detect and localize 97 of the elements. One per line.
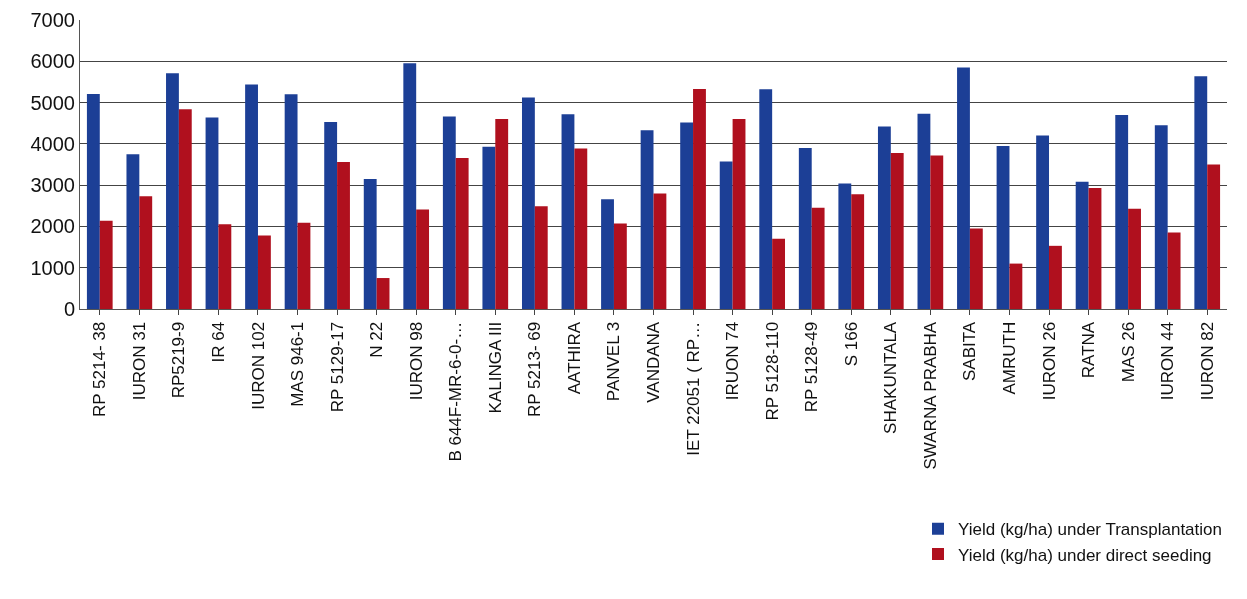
bar [376,278,390,309]
bar [1167,232,1181,309]
bar [693,88,706,309]
y-tick-label: 2000 [30,215,75,238]
bar [534,206,548,309]
bar [1128,208,1141,309]
bar [297,222,311,309]
bar [640,130,654,309]
x-tick-label: IURON 98 [406,321,426,401]
x-tick-label: RP 5129-17 [327,321,347,413]
legend-label: Yield (kg/ha) under Transplantation [958,520,1222,540]
x-tick-label: IR 64 [208,321,228,363]
bar [245,84,258,309]
bar [178,109,192,309]
y-tick-label: 1000 [30,256,75,279]
bar [969,228,983,309]
bar [653,193,667,309]
x-tick-label: RP 5213- 69 [525,321,545,417]
bar [363,178,377,309]
y-tick-label: 3000 [30,174,75,197]
bar [218,224,232,309]
bar [851,194,865,309]
bar [521,97,535,309]
x-tick-label: IURON 26 [1039,321,1059,401]
x-tick-label: B 644F-MR-6-0-… [446,321,466,462]
x-tick-label: RP 5128-110 [762,321,782,421]
bar [561,114,575,309]
bar [482,146,496,309]
x-tick-label: VANDANA [644,321,664,403]
bar [139,196,153,309]
bar [1049,245,1062,309]
x-tick-label: AMRUTH [999,321,1019,395]
bar [495,119,509,309]
bar [324,121,338,309]
x-tick-label: IET 22051 ( RP… [683,321,703,456]
bar [996,145,1010,309]
x-tick-label: N 22 [367,321,387,358]
x-tick-label: MAS 946-1 [288,321,308,407]
bar [811,207,825,309]
y-tick-label: 7000 [30,9,75,31]
bar [1207,164,1221,309]
bar [403,63,417,309]
bar [601,199,614,309]
y-tick-label: 0 [63,298,75,320]
y-tick-label: 5000 [30,91,75,114]
bar [1194,76,1208,309]
bar [719,161,733,309]
bar [732,119,746,309]
bar [1088,188,1102,309]
bar [126,154,140,309]
x-tick-label: RP 5128-49 [802,321,822,413]
bar [257,235,271,309]
bar [957,67,970,309]
bar [205,117,219,309]
bar [166,73,179,309]
x-tick-label: IURON 82 [1197,321,1217,401]
x-tick-label: IURON 102 [248,321,268,410]
bar [455,157,469,309]
x-tick-label: RP5219-9 [169,321,189,399]
x-tick-label: IRUON 74 [723,321,743,401]
bar [680,122,694,309]
x-tick-label: AATHIRA [564,321,584,395]
bar [877,126,891,309]
bar [798,147,812,309]
bar [1075,181,1089,309]
bar [838,183,852,309]
bar [759,89,773,309]
bar [890,152,904,309]
x-tick-label: KALINGA III [485,321,505,414]
bar [86,93,100,309]
bar [284,94,298,309]
legend-label: Yield (kg/ha) under direct seeding [958,545,1212,565]
x-tick-label: S 166 [841,321,861,367]
x-tick-label: IURON 31 [129,321,149,401]
bar [337,162,350,309]
x-tick-label: RP 5214- 38 [90,321,110,417]
bar [1036,135,1050,309]
x-tick-label: IURON 44 [1158,321,1178,401]
bar [99,220,113,309]
bar [1009,263,1023,309]
x-tick-label: RATNA [1079,321,1099,379]
bar [1154,125,1168,309]
y-tick-label: 6000 [30,50,75,73]
bar [442,116,456,309]
bar [917,113,931,309]
x-tick-label: MAS 26 [1118,321,1138,383]
bar [613,223,627,309]
x-tick-label: SHAKUNTALA [881,321,901,434]
bar [772,238,786,309]
bar [416,209,430,309]
x-tick-label: PANVEL 3 [604,321,624,402]
bar [574,148,588,309]
y-tick-label: 4000 [30,132,75,155]
bar [1115,114,1129,309]
x-tick-label: SWARNA PRABHA [920,321,940,470]
x-tick-label: SABITA [960,321,980,381]
bar [930,155,944,309]
